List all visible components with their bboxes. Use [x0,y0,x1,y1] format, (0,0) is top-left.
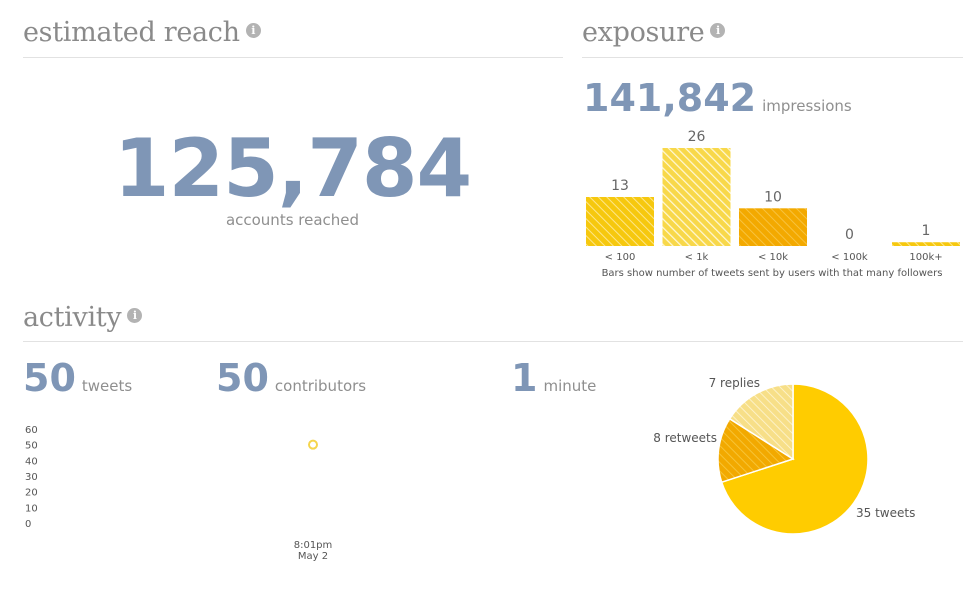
bar-value-label-4: 1 [922,223,931,239]
tweet-type-pie-chart: 35 tweets 7 replies 8 retweets [653,376,915,535]
followers-bar-chart: 13 < 100 26 < 1k 10 < 10k 0 < 100k 1 100k+ Bars s… [586,129,960,279]
bar-category-label-3: < 100k [831,252,868,263]
impressions-stat: 141,842 impressions [583,76,852,120]
reach-info-icon[interactable]: i [245,23,261,38]
pie-label-2: 8 retweets [653,431,717,445]
bar-value-label-1: 26 [688,129,706,145]
bar-value-label-2: 10 [764,189,782,205]
tweets-stat: 50 tweets [23,356,132,400]
activity-divider [23,341,963,342]
contributors-label: contributors [274,377,367,395]
exposure-info-icon[interactable]: i [710,23,726,38]
bar-category-label-2: < 10k [758,252,788,263]
y-tick-50: 50 [25,441,38,452]
y-tick-30: 30 [25,472,38,483]
y-tick-0: 0 [25,519,31,530]
pie-slice-0 [720,383,869,535]
exposure-divider [582,57,963,58]
pie-label-1: 7 replies [709,376,760,390]
duration-label: minute [543,377,597,395]
reach-caption: accounts reached [225,211,360,229]
pie-slice-2 [728,383,794,461]
y-tick-10: 10 [25,503,38,514]
bar-2 [739,208,807,246]
contributors-stat: 50 contributors [216,356,366,400]
bar-1 [662,148,731,246]
bar-value-label-3: 0 [845,227,854,243]
reach-divider [23,57,563,58]
bar-category-label-4: 100k+ [909,252,942,263]
data-point-0[interactable] [308,439,318,450]
y-tick-20: 20 [25,488,38,499]
exposure-title-row: exposure i [582,17,726,48]
bar-category-label-1: < 1k [685,252,709,263]
bar-4 [892,242,960,246]
bar-category-label-0: < 100 [605,252,636,263]
bar-value-label-0: 13 [611,178,629,194]
activity-timeline-chart: 0 10 20 30 40 50 60 8:01pm May 2 [25,425,333,562]
y-tick-60: 60 [25,425,38,436]
activity-info-icon[interactable]: i [127,308,143,323]
x-label-date: May 2 [298,551,328,562]
duration-value: 1 [511,356,538,400]
pie-label-0: 35 tweets [856,506,915,520]
tweets-count: 50 [23,356,76,400]
x-label-time: 8:01pm [294,540,333,551]
tweets-label: tweets [81,377,133,395]
duration-stat: 1 minute [511,356,596,400]
impressions-value: 141,842 [583,76,757,120]
bar-chart-note: Bars show number of tweets sent by users… [602,268,943,279]
bar-0 [586,197,654,246]
contributors-count: 50 [216,356,269,400]
reach-title-row: estimated reach i [23,17,261,48]
exposure-title: exposure [582,17,705,48]
y-tick-40: 40 [25,456,38,467]
reach-value: 125,784 [113,122,472,215]
activity-title-row: activity i [23,302,143,333]
reach-title: estimated reach [23,17,240,48]
impressions-unit: impressions [762,97,852,115]
pie-slice-1 [717,417,795,484]
activity-title: activity [23,302,122,333]
